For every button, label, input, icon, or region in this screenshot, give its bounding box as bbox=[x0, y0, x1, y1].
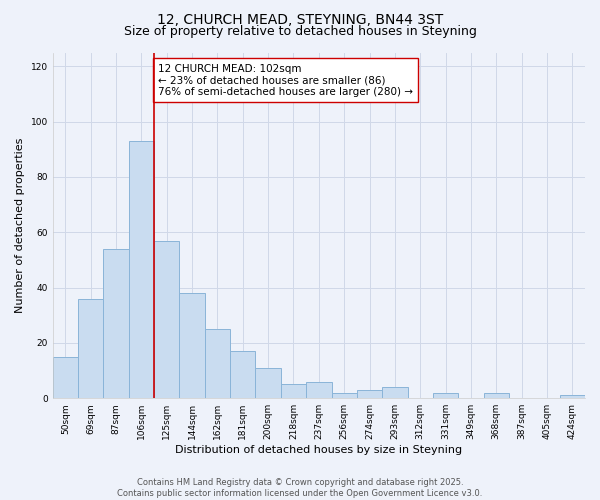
Bar bbox=[306, 382, 332, 398]
Bar bbox=[382, 387, 407, 398]
Bar bbox=[154, 240, 179, 398]
Text: Size of property relative to detached houses in Steyning: Size of property relative to detached ho… bbox=[124, 25, 476, 38]
Bar bbox=[332, 392, 357, 398]
Bar bbox=[103, 249, 129, 398]
Bar bbox=[256, 368, 281, 398]
Bar bbox=[433, 392, 458, 398]
Bar bbox=[205, 329, 230, 398]
Bar bbox=[281, 384, 306, 398]
Bar bbox=[53, 356, 78, 398]
Bar bbox=[357, 390, 382, 398]
Bar bbox=[179, 293, 205, 398]
Bar bbox=[560, 396, 585, 398]
Bar bbox=[230, 351, 256, 398]
Text: 12 CHURCH MEAD: 102sqm
← 23% of detached houses are smaller (86)
76% of semi-det: 12 CHURCH MEAD: 102sqm ← 23% of detached… bbox=[158, 64, 413, 97]
Bar bbox=[129, 141, 154, 398]
X-axis label: Distribution of detached houses by size in Steyning: Distribution of detached houses by size … bbox=[175, 445, 463, 455]
Bar bbox=[78, 298, 103, 398]
Text: 12, CHURCH MEAD, STEYNING, BN44 3ST: 12, CHURCH MEAD, STEYNING, BN44 3ST bbox=[157, 12, 443, 26]
Y-axis label: Number of detached properties: Number of detached properties bbox=[15, 138, 25, 313]
Bar bbox=[484, 392, 509, 398]
Text: Contains HM Land Registry data © Crown copyright and database right 2025.
Contai: Contains HM Land Registry data © Crown c… bbox=[118, 478, 482, 498]
